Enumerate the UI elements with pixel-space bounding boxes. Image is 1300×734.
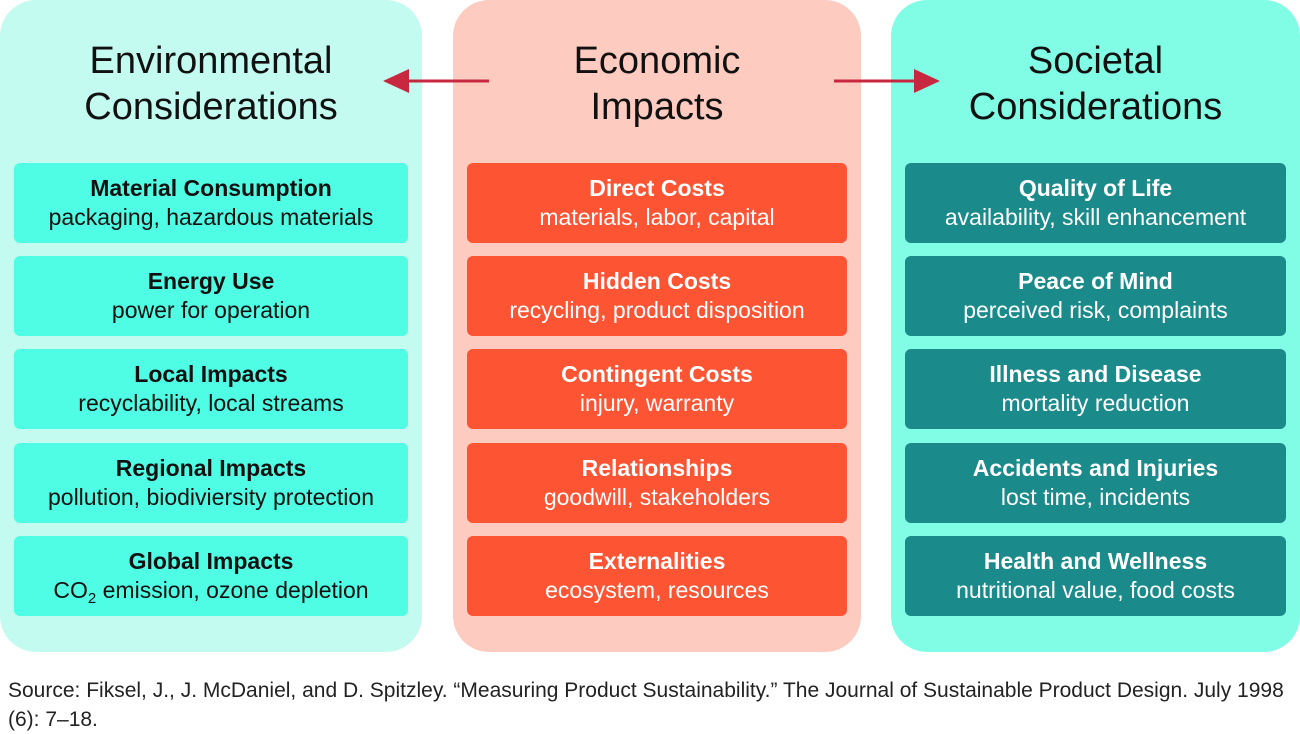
card-illness-and-disease: Illness and Disease mortality reduction	[905, 349, 1286, 429]
economic-impacts-column: Economic Impacts Direct Costs materials,…	[453, 0, 861, 652]
card-title: Local Impacts	[134, 361, 288, 387]
card-title: Energy Use	[147, 268, 275, 294]
card-externalities: Externalities ecosystem, resources	[467, 536, 847, 616]
card-description: packaging, hazardous materials	[48, 204, 374, 230]
card-title: Externalities	[588, 548, 726, 574]
card-title: Material Consumption	[90, 175, 332, 201]
card-title: Hidden Costs	[582, 268, 732, 294]
card-title: Health and Wellness	[983, 548, 1208, 574]
environmental-title-line1: Environmental	[89, 40, 333, 82]
card-description: ecosystem, resources	[545, 577, 769, 603]
card-energy-use: Energy Use power for operation	[14, 256, 408, 336]
card-description: lost time, incidents	[1000, 484, 1191, 510]
arrow-left-icon	[383, 69, 489, 93]
economic-title-line2: Impacts	[590, 86, 724, 128]
card-title: Quality of Life	[1018, 175, 1173, 201]
card-local-impacts: Local Impacts recyclability, local strea…	[14, 349, 408, 429]
card-health-and-wellness: Health and Wellness nutritional value, f…	[905, 536, 1286, 616]
card-title: Peace of Mind	[1018, 268, 1173, 294]
arrow-right-icon	[834, 69, 940, 93]
societal-title-line2: Considerations	[968, 86, 1223, 128]
societal-considerations-column: Societal Considerations Quality of Life …	[891, 0, 1300, 652]
card-title: Contingent Costs	[561, 361, 753, 387]
card-title: Illness and Disease	[989, 361, 1202, 387]
source-citation: Source: Fiksel, J., J. McDaniel, and D. …	[8, 679, 1284, 731]
card-description: recyclability, local streams	[78, 390, 344, 416]
card-quality-of-life: Quality of Life availability, skill enha…	[905, 163, 1286, 243]
card-title: Direct Costs	[589, 175, 725, 201]
card-contingent-costs: Contingent Costs injury, warranty	[467, 349, 847, 429]
card-description: mortality reduction	[1001, 390, 1190, 416]
card-accidents-and-injuries: Accidents and Injuries lost time, incide…	[905, 443, 1286, 523]
card-description: materials, labor, capital	[539, 204, 775, 230]
card-material-consumption: Material Consumption packaging, hazardou…	[14, 163, 408, 243]
environmental-title-line2: Considerations	[84, 86, 338, 128]
card-peace-of-mind: Peace of Mind perceived risk, complaints	[905, 256, 1286, 336]
card-description: availability, skill enhancement	[944, 204, 1247, 230]
card-direct-costs: Direct Costs materials, labor, capital	[467, 163, 847, 243]
card-description: nutritional value, food costs	[956, 577, 1235, 603]
co2-subscript: 2	[87, 590, 97, 607]
card-global-impacts: Global Impacts CO2 emission, ozone deple…	[14, 536, 408, 616]
card-title: Global Impacts	[128, 548, 294, 574]
card-title: Relationships	[581, 455, 733, 481]
card-relationships: Relationships goodwill, stakeholders	[467, 443, 847, 523]
card-title: Regional Impacts	[115, 455, 307, 481]
economic-title-line1: Economic	[573, 40, 741, 82]
card-description: injury, warranty	[579, 390, 735, 416]
card-description: perceived risk, complaints	[963, 297, 1228, 323]
economic-column-title: Economic Impacts	[453, 38, 861, 130]
societal-title-line1: Societal	[1027, 40, 1164, 82]
environmental-considerations-column: Environmental Considerations Material Co…	[0, 0, 422, 652]
card-description: power for operation	[111, 297, 311, 323]
card-title: Accidents and Injuries	[972, 455, 1219, 481]
card-description: pollution, biodiviersity protection	[47, 484, 374, 510]
co2-prefix: CO	[53, 577, 88, 603]
societal-column-title: Societal Considerations	[891, 38, 1300, 130]
co2-suffix: emission, ozone depletion	[96, 577, 369, 603]
card-regional-impacts: Regional Impacts pollution, biodiviersit…	[14, 443, 408, 523]
card-description: CO2 emission, ozone depletion	[14, 575, 408, 607]
environmental-column-title: Environmental Considerations	[0, 38, 422, 130]
card-description: goodwill, stakeholders	[543, 484, 771, 510]
card-description: recycling, product disposition	[509, 297, 805, 323]
card-hidden-costs: Hidden Costs recycling, product disposit…	[467, 256, 847, 336]
